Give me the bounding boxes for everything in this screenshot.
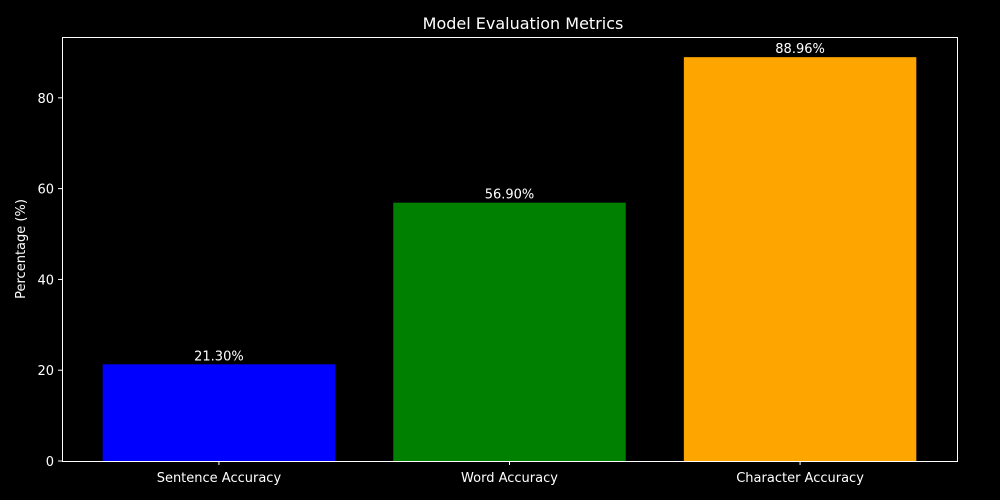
bar-sentence-accuracy	[102, 364, 336, 461]
x-axis-ticks: Sentence Accuracy Word Accuracy Character …	[157, 461, 864, 486]
data-label-word-accuracy: 56.90%	[485, 188, 535, 203]
chart-title: Model Evaluation Metrics	[423, 14, 624, 33]
y-axis-ticks: 0 20 40 60 80	[37, 92, 62, 470]
y-tick-label-80: 80	[37, 92, 54, 107]
y-tick-label-60: 60	[37, 183, 54, 198]
bar-character-accuracy	[683, 57, 917, 462]
y-tick-label-0: 0	[46, 455, 54, 470]
bars-group	[102, 57, 917, 462]
plot-frame	[62, 37, 958, 462]
y-tick-label-40: 40	[37, 273, 54, 288]
data-labels-group: 21.30% 56.90% 88.96%	[194, 42, 825, 364]
x-tick-label-word-accuracy: Word Accuracy	[461, 471, 558, 486]
y-tick-label-20: 20	[37, 364, 54, 379]
data-label-sentence-accuracy: 21.30%	[194, 349, 244, 364]
data-label-character-accuracy: 88.96%	[775, 42, 825, 57]
y-axis-label: Percentage (%)	[14, 199, 29, 299]
bar-word-accuracy	[393, 202, 626, 462]
x-tick-label-sentence-accuracy: Sentence Accuracy	[157, 471, 282, 486]
x-tick-label-character-accuracy: Character Accuracy	[736, 471, 864, 486]
